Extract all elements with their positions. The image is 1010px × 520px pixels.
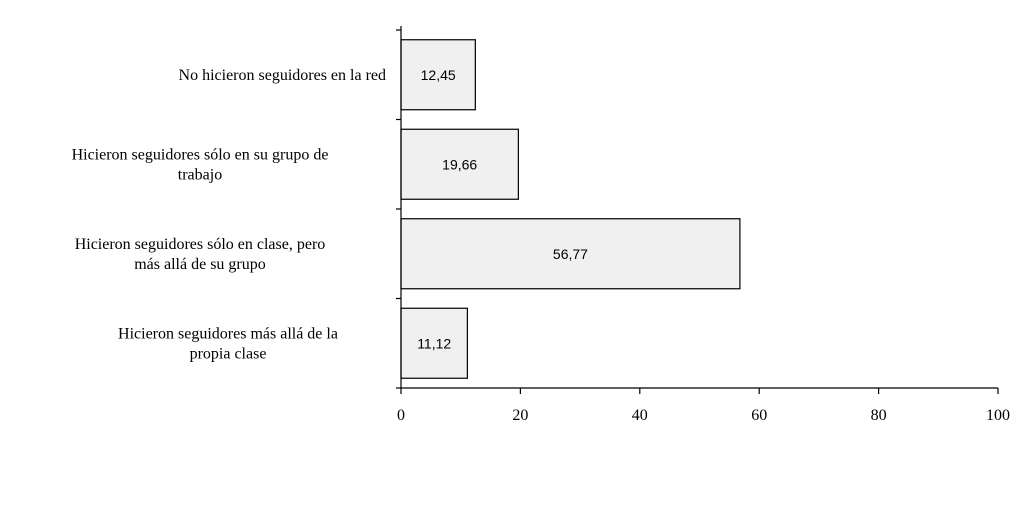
data-label-1: 12,45 (421, 67, 456, 83)
bar-2 (400, 128, 519, 200)
x-tick-label-0: 0 (397, 407, 405, 424)
category-label-1: No hicieron seguidores en la red (179, 67, 386, 84)
axes-layer: 0 20 40 60 80 100 (396, 26, 1010, 424)
x-tick-label-3: 60 (751, 407, 767, 424)
bar-4 (400, 307, 468, 379)
category-label-2: Hicieron seguidores sólo en su grupo de t… (72, 146, 329, 183)
x-tick-label-5: 100 (986, 407, 1010, 424)
bar-3 (400, 218, 741, 290)
data-label-3: 56,77 (553, 246, 588, 262)
category-labels-layer: No hicieron seguidores en la red Hicieron… (72, 67, 386, 363)
bar-1 (400, 39, 476, 111)
x-tick-label-2: 40 (632, 407, 648, 424)
data-label-2: 19,66 (442, 156, 477, 172)
bars-layer: 12,45 19,66 56,77 11,12 (400, 39, 741, 379)
x-tick-label-4: 80 (871, 407, 887, 424)
x-tick-label-1: 20 (512, 407, 528, 424)
category-label-3: Hicieron seguidores sólo en clase, pero m… (75, 236, 326, 273)
data-label-4: 11,12 (417, 335, 451, 351)
category-label-4: Hicieron seguidores más allá de la propia… (118, 325, 338, 362)
